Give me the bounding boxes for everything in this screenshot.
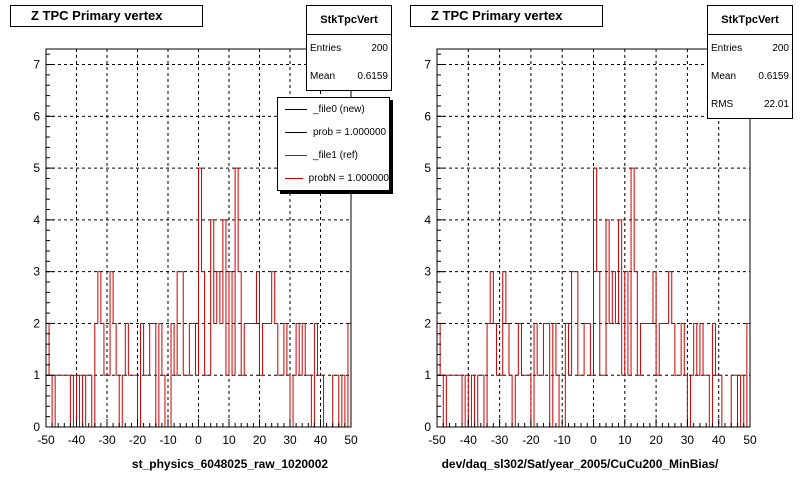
right-y-tick-label: 0 xyxy=(424,420,431,434)
legend-label: probN = 1.000000 xyxy=(308,173,389,184)
left-y-tick-label: 0 xyxy=(33,420,40,434)
left-stats-value: 200 xyxy=(371,43,388,54)
right-x-tick-label: -20 xyxy=(522,433,540,447)
left-y-tick-label: 6 xyxy=(33,109,40,123)
legend-entry: probN = 1.000000 xyxy=(278,167,389,190)
right-x-tick-label: 0 xyxy=(590,433,597,447)
left-x-tick-label: 20 xyxy=(253,433,267,447)
left-y-tick-label: 1 xyxy=(33,368,40,382)
legend-label: _file1 (ref) xyxy=(313,150,359,161)
left-stats-label: Mean xyxy=(310,71,336,82)
legend-swatch xyxy=(285,109,307,110)
left-stats-row-mean: Mean 0.6159 xyxy=(307,63,391,91)
left-x-tick-label: 50 xyxy=(344,433,358,447)
legend-entry: prob = 1.000000 xyxy=(278,121,389,144)
right-x-tick-label: -40 xyxy=(460,433,478,447)
legend-label: prob = 1.000000 xyxy=(313,127,387,138)
right-stats-label: RMS xyxy=(711,99,734,110)
left-x-tick-label: 40 xyxy=(314,433,328,447)
left-y-tick-label: 7 xyxy=(33,58,40,72)
right-stats-box: StkTpcVert Entries 200 Mean 0.6159 RMS 2… xyxy=(707,5,793,119)
right-chart-title: Z TPC Primary vertex xyxy=(410,5,603,27)
right-stats-value: 22.01 xyxy=(763,99,789,110)
right-stats-row-rms: RMS 22.01 xyxy=(708,91,792,119)
right-y-tick-label: 4 xyxy=(424,213,431,227)
right-x-tick-label: 10 xyxy=(618,433,632,447)
right-y-tick-label: 5 xyxy=(424,161,431,175)
right-y-tick-label: 1 xyxy=(424,368,431,382)
right-stats-value: 0.6159 xyxy=(758,71,789,82)
right-x-tick-label: 20 xyxy=(649,433,663,447)
right-y-tick-label: 7 xyxy=(424,58,431,72)
right-stats-label: Mean xyxy=(711,71,737,82)
left-x-tick-label: -40 xyxy=(68,433,86,447)
legend-entry: _file1 (ref) xyxy=(278,144,389,167)
left-chart-title: Z TPC Primary vertex xyxy=(10,5,203,27)
left-x-tick-label: -50 xyxy=(37,433,55,447)
left-x-tick-label: 0 xyxy=(195,433,202,447)
right-x-axis-title: dev/daq_sl302/Sat/year_2005/CuCu200_MinB… xyxy=(420,457,740,471)
left-stats-value: 0.6159 xyxy=(357,71,388,82)
right-stats-name: StkTpcVert xyxy=(708,6,792,35)
right-chart-title-text: Z TPC Primary vertex xyxy=(431,8,563,23)
right-x-tick-label: 40 xyxy=(712,433,726,447)
left-legend: _file0 (new) prob = 1.000000 _file1 (ref… xyxy=(277,97,390,191)
left-stats-box: StkTpcVert Entries 200 Mean 0.6159 xyxy=(306,5,392,91)
legend-entry: _file0 (new) xyxy=(278,98,389,121)
left-y-tick-label: 4 xyxy=(33,213,40,227)
right-x-tick-label: -10 xyxy=(554,433,572,447)
left-x-axis-title: st_physics_6048025_raw_1020002 xyxy=(80,457,380,471)
right-x-axis-title-text: dev/daq_sl302/Sat/year_2005/CuCu200_MinB… xyxy=(441,457,719,471)
left-x-tick-label: -10 xyxy=(159,433,177,447)
right-stats-row-mean: Mean 0.6159 xyxy=(708,63,792,91)
right-histogram-series xyxy=(436,167,751,428)
right-stats-value: 200 xyxy=(772,43,789,54)
left-x-tick-label: 30 xyxy=(283,433,297,447)
left-x-axis-title-text: st_physics_6048025_raw_1020002 xyxy=(131,457,329,471)
right-x-tick-label: 50 xyxy=(743,433,757,447)
right-y-tick-label: 2 xyxy=(424,316,431,330)
legend-swatch xyxy=(285,132,307,133)
right-stats-row-entries: Entries 200 xyxy=(708,35,792,63)
legend-swatch xyxy=(285,155,307,156)
right-x-tick-label: -50 xyxy=(428,433,446,447)
right-x-tick-label: 30 xyxy=(681,433,695,447)
left-histogram-series xyxy=(45,167,352,428)
left-chart-title-text: Z TPC Primary vertex xyxy=(31,8,163,23)
legend-label: _file0 (new) xyxy=(313,104,365,115)
left-x-tick-label: 10 xyxy=(222,433,236,447)
right-y-tick-label: 3 xyxy=(424,265,431,279)
right-y-tick-label: 6 xyxy=(424,109,431,123)
right-x-tick-label: -30 xyxy=(491,433,509,447)
left-y-tick-label: 2 xyxy=(33,316,40,330)
left-stats-label: Entries xyxy=(310,43,342,54)
left-x-tick-label: -20 xyxy=(129,433,147,447)
left-stats-name: StkTpcVert xyxy=(307,6,391,35)
legend-swatch xyxy=(285,178,303,179)
left-x-tick-label: -30 xyxy=(98,433,116,447)
left-y-tick-label: 3 xyxy=(33,265,40,279)
left-y-tick-label: 5 xyxy=(33,161,40,175)
right-stats-label: Entries xyxy=(711,43,743,54)
left-stats-row-entries: Entries 200 xyxy=(307,35,391,63)
